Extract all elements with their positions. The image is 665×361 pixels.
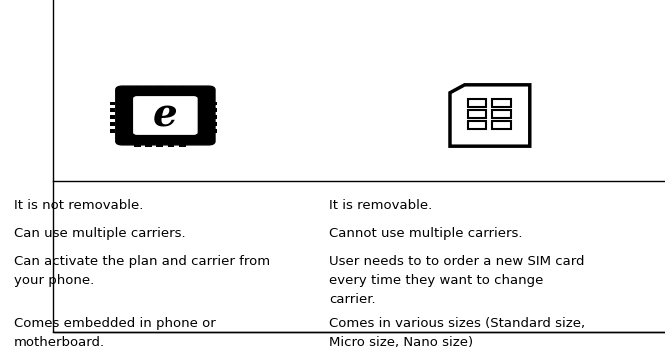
FancyBboxPatch shape	[110, 101, 116, 105]
FancyBboxPatch shape	[156, 144, 163, 147]
FancyBboxPatch shape	[134, 97, 197, 134]
FancyBboxPatch shape	[145, 144, 152, 147]
Text: Comes embedded in phone or
motherboard.: Comes embedded in phone or motherboard.	[14, 317, 215, 349]
FancyBboxPatch shape	[110, 115, 116, 119]
FancyBboxPatch shape	[211, 115, 217, 119]
FancyBboxPatch shape	[211, 108, 217, 112]
FancyBboxPatch shape	[168, 86, 174, 88]
Text: Cannot use multiple carriers.: Cannot use multiple carriers.	[329, 227, 522, 240]
FancyBboxPatch shape	[211, 101, 217, 105]
FancyBboxPatch shape	[110, 129, 116, 133]
Text: Can activate the plan and carrier from
your phone.: Can activate the plan and carrier from y…	[14, 255, 270, 287]
FancyBboxPatch shape	[134, 144, 140, 147]
FancyBboxPatch shape	[179, 86, 186, 88]
Text: Can use multiple carriers.: Can use multiple carriers.	[14, 227, 186, 240]
FancyBboxPatch shape	[211, 129, 217, 133]
Text: It is removable.: It is removable.	[329, 199, 432, 212]
FancyBboxPatch shape	[179, 144, 186, 147]
FancyBboxPatch shape	[145, 86, 152, 88]
Text: e: e	[153, 96, 178, 135]
FancyBboxPatch shape	[116, 86, 215, 145]
PathPatch shape	[450, 85, 530, 146]
Text: It is not removable.: It is not removable.	[14, 199, 144, 212]
FancyBboxPatch shape	[156, 86, 163, 88]
FancyBboxPatch shape	[110, 108, 116, 112]
FancyBboxPatch shape	[168, 144, 174, 147]
Text: User needs to to order a new SIM card
every time they want to change
carrier.: User needs to to order a new SIM card ev…	[329, 255, 585, 306]
FancyBboxPatch shape	[134, 86, 140, 88]
Text: Comes in various sizes (Standard size,
Micro size, Nano size): Comes in various sizes (Standard size, M…	[329, 317, 585, 349]
FancyBboxPatch shape	[211, 122, 217, 126]
FancyBboxPatch shape	[110, 122, 116, 126]
